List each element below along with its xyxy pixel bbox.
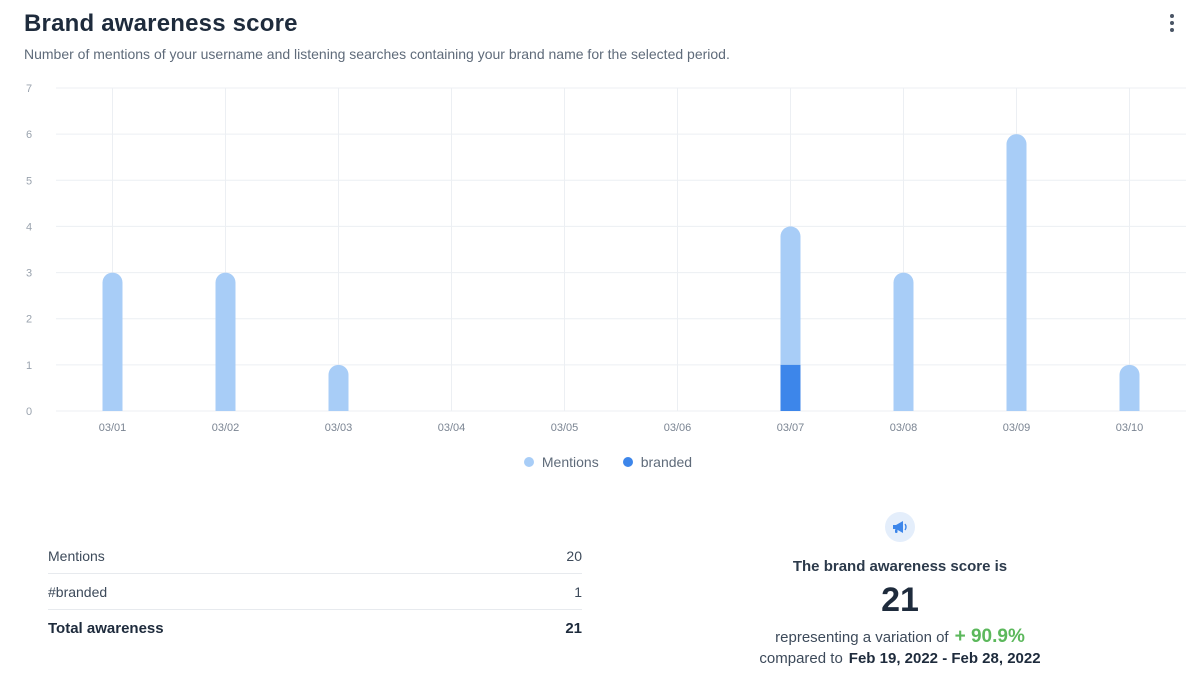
stat-row-mentions: Mentions 20 (48, 538, 582, 574)
summary-variation-line: representing a variation of + 90.9% (700, 626, 1100, 648)
x-tick-label: 03/02 (212, 422, 240, 434)
summary-label: The brand awareness score is (792, 558, 1008, 575)
legend-label-mentions: Mentions (541, 454, 599, 470)
megaphone-icon (885, 512, 915, 542)
variation-prefix: representing a variation of (775, 629, 949, 646)
x-tick-label: 03/04 (438, 422, 466, 434)
legend-dot-mentions (523, 457, 534, 467)
bar-mentions (1119, 364, 1140, 411)
compare-period: Feb 19, 2022 - Feb 28, 2022 (848, 650, 1041, 667)
page-subtitle: Number of mentions of your username and … (24, 46, 730, 62)
stat-total-label: Total awareness (48, 619, 164, 637)
summary-compare-line: compared to Feb 19, 2022 - Feb 28, 2022 (700, 650, 1100, 667)
x-tick-label: 03/07 (777, 422, 805, 434)
stats-table: Mentions 20 #branded 1 Total awareness 2… (48, 538, 582, 646)
y-tick-label: 2 (26, 314, 32, 326)
stat-total-value: 21 (565, 619, 582, 637)
y-tick-label: 3 (26, 268, 32, 280)
stat-value: 20 (566, 547, 582, 564)
more-dot (1170, 28, 1174, 32)
bar-mentions (102, 272, 123, 411)
x-tick-label: 03/06 (664, 422, 692, 434)
more-options-icon[interactable] (1162, 12, 1182, 34)
compare-prefix: compared to (759, 650, 843, 667)
more-dot (1170, 21, 1174, 25)
legend-item-branded[interactable]: branded (622, 454, 693, 470)
legend-item-mentions[interactable]: Mentions (523, 454, 599, 470)
bar-branded (780, 364, 801, 411)
legend-dot-branded (622, 457, 633, 467)
page-title: Brand awareness score (24, 10, 298, 37)
summary-score: 21 (881, 581, 919, 619)
x-tick-label: 03/08 (890, 422, 918, 434)
y-tick-label: 6 (26, 129, 32, 141)
y-tick-label: 5 (26, 175, 32, 187)
y-tick-label: 7 (26, 83, 32, 95)
x-tick-label: 03/09 (1003, 422, 1031, 434)
legend-label-branded: branded (640, 454, 693, 470)
y-tick-label: 1 (26, 360, 32, 372)
stat-row-total: Total awareness 21 (48, 610, 582, 646)
y-tick-label: 0 (26, 406, 32, 418)
x-tick-label: 03/05 (551, 422, 579, 434)
stat-label: #branded (48, 583, 108, 600)
variation-value: + 90.9% (954, 626, 1025, 647)
x-tick-label: 03/01 (99, 422, 127, 434)
x-tick-label: 03/03 (325, 422, 353, 434)
bar-mentions (328, 364, 349, 411)
stat-value: 1 (574, 583, 582, 600)
bar-mentions (893, 272, 914, 411)
stat-label: Mentions (48, 547, 105, 564)
more-dot (1170, 14, 1174, 18)
chart-legend: Mentions branded (0, 454, 1200, 470)
bar-mentions (1006, 134, 1027, 411)
y-tick-label: 4 (26, 221, 32, 233)
brand-awareness-chart: 0 1 2 3 4 5 6 7 03/01 03/02 03/03 03/04 03/05 03/06 03… (26, 83, 1186, 434)
bar-mentions (780, 226, 801, 365)
stat-row-branded: #branded 1 (48, 574, 582, 610)
bar-mentions (215, 272, 236, 411)
awareness-summary: The brand awareness score is 21 represen… (700, 512, 1100, 667)
x-tick-label: 03/10 (1116, 422, 1144, 434)
